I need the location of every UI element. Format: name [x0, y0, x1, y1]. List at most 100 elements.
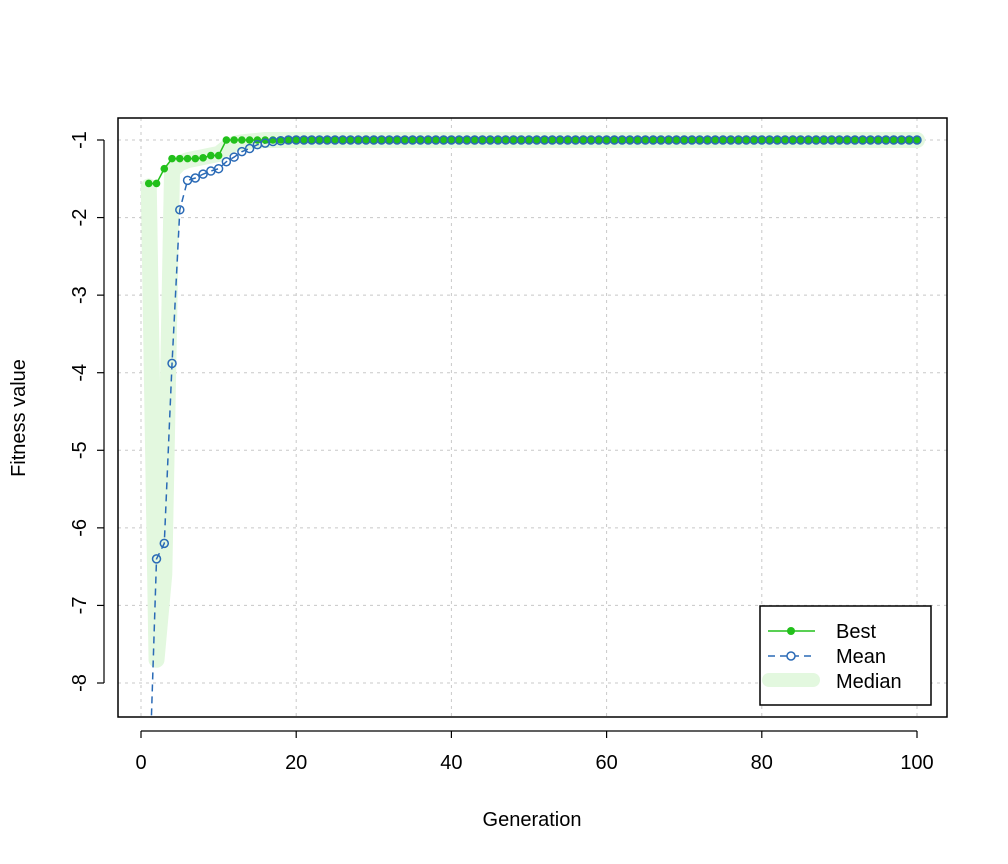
best-point-47	[501, 136, 510, 144]
best-point-70	[680, 136, 688, 144]
best-point-85	[796, 136, 805, 144]
mean-point-6	[182, 175, 193, 186]
best-point-80	[758, 136, 766, 144]
best-point-88	[820, 136, 828, 144]
best-point-84	[789, 136, 797, 144]
best-point-50	[525, 136, 533, 144]
best-point-45	[486, 136, 495, 144]
best-point-7	[191, 154, 200, 163]
best-point-30	[370, 136, 378, 144]
best-point-51	[532, 136, 541, 144]
best-point-26	[338, 136, 347, 144]
x-axis: 0 20 40 60 80 100	[135, 730, 934, 774]
mean-point-13	[237, 146, 247, 157]
mean-point-11	[221, 156, 232, 167]
legend-mean-label: Mean	[836, 646, 886, 668]
best-point-22	[307, 136, 316, 144]
best-point-87	[812, 136, 820, 144]
best-point-55	[564, 136, 572, 144]
best-point-97	[889, 136, 898, 144]
best-point-27	[346, 136, 355, 144]
legend-best-marker	[787, 627, 795, 635]
y-tick-label-7: -8	[69, 674, 91, 692]
y-tick-label-2: -3	[69, 286, 91, 304]
best-point-18	[276, 136, 285, 144]
best-point-86	[804, 136, 813, 144]
best-point-91	[843, 136, 851, 144]
best-point-71	[688, 136, 696, 144]
x-axis-title: Generation	[483, 809, 582, 831]
best-point-38	[432, 136, 440, 144]
best-point-32	[385, 136, 394, 144]
best-point-73	[703, 136, 712, 144]
best-point-75	[719, 136, 727, 144]
best-point-59	[595, 136, 603, 144]
best-point-2	[152, 179, 161, 188]
y-tick-label-0: -1	[69, 131, 91, 149]
best-point-62	[618, 136, 626, 144]
best-point-54	[556, 136, 564, 144]
best-point-81	[765, 136, 774, 144]
best-point-20	[292, 136, 301, 144]
best-point-37	[424, 136, 432, 144]
best-point-67	[657, 136, 665, 144]
best-point-82	[773, 136, 782, 144]
best-point-76	[726, 136, 735, 144]
best-point-79	[750, 136, 758, 144]
mean-point-10	[213, 163, 224, 174]
y-axis: -1 -2 -3 -4 -5 -6 -7 -8	[69, 131, 105, 692]
mean-point-2	[151, 554, 162, 564]
best-point-29	[362, 136, 370, 144]
best-point-8	[199, 154, 207, 162]
best-point-4	[168, 154, 176, 163]
y-tick-label-4: -5	[69, 441, 91, 459]
mean-point-3	[159, 538, 170, 549]
best-point-40	[447, 136, 456, 144]
best-point-3	[160, 164, 169, 173]
best-point-53	[548, 136, 557, 144]
best-point-49	[517, 136, 526, 144]
best-point-44	[478, 136, 487, 144]
best-point-96	[882, 136, 890, 144]
best-point-24	[323, 136, 332, 144]
best-point-42	[463, 136, 471, 144]
mean-point-9	[206, 166, 216, 176]
legend-best-label: Best	[836, 621, 876, 643]
best-point-61	[610, 136, 619, 144]
best-point-66	[649, 136, 657, 144]
best-point-83	[781, 136, 789, 144]
best-point-98	[897, 136, 906, 144]
mean-point-14	[244, 143, 255, 154]
best-point-36	[416, 136, 425, 144]
best-point-74	[711, 136, 720, 144]
legend: Best Mean Median	[759, 605, 932, 706]
best-point-28	[354, 136, 363, 144]
best-point-1	[144, 179, 153, 188]
best-point-6	[183, 154, 192, 163]
mean-point-5	[175, 205, 185, 215]
best-point-11	[222, 136, 231, 144]
best-point-21	[300, 136, 308, 144]
mean-point-4	[167, 358, 177, 369]
best-point-93	[858, 136, 867, 144]
best-point-19	[284, 136, 293, 144]
legend-median-label: Median	[836, 671, 902, 693]
x-tick-label-5: 100	[900, 752, 933, 774]
best-point-41	[455, 136, 463, 144]
best-point-35	[408, 136, 417, 144]
best-point-52	[540, 136, 549, 144]
best-point-14	[245, 136, 254, 144]
best-point-12	[230, 136, 238, 144]
best-point-56	[571, 136, 580, 144]
best-point-16	[261, 136, 269, 144]
legend-median-swatch	[762, 673, 820, 687]
mean-point-7	[190, 173, 201, 183]
y-tick-label-1: -2	[69, 209, 91, 227]
x-tick-label-2: 40	[440, 752, 462, 774]
x-tick-label-0: 0	[135, 752, 146, 774]
best-point-31	[377, 136, 386, 144]
best-point-34	[401, 136, 409, 144]
x-tick-label-3: 60	[595, 752, 617, 774]
best-point-99	[905, 136, 914, 144]
best-point-9	[207, 151, 215, 160]
